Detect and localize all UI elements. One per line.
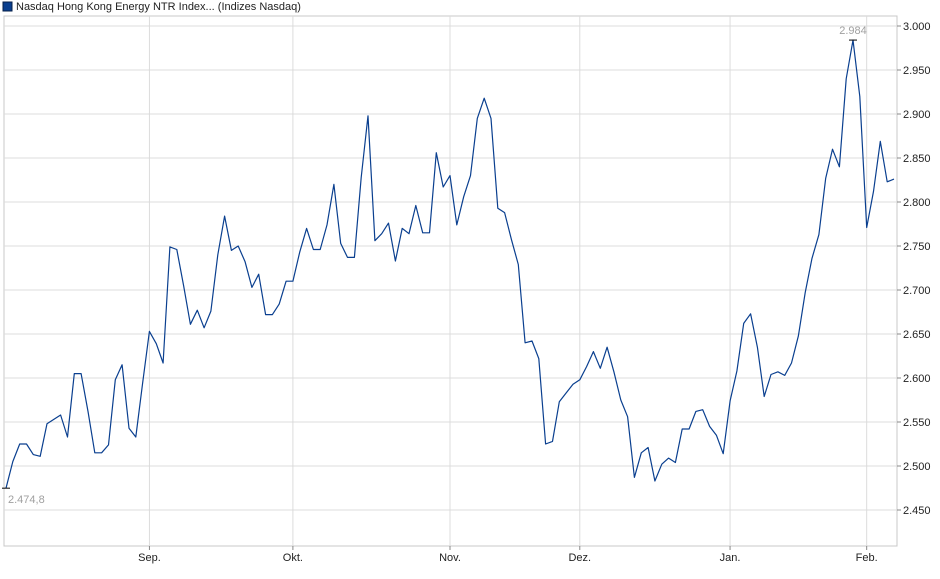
y-tick-label: 2.600: [903, 373, 931, 385]
x-tick-label: Feb.: [856, 552, 878, 564]
series-line: [5, 39, 895, 489]
y-axis: 2.450 2.500 2.550 2.600 2.650 2.700 2.750 2.800…: [897, 21, 931, 517]
legend-swatch: [2, 1, 13, 12]
y-tick-label: 2.700: [903, 285, 931, 297]
y-tick-label: 3.000: [903, 21, 931, 33]
y-tick-label: 2.500: [903, 461, 931, 473]
y-tick-label: 2.550: [903, 417, 931, 429]
annotations: 2.474,8 2.984: [2, 25, 867, 506]
x-tick-label: Nov.: [439, 552, 461, 564]
x-tick-label: Dez.: [568, 552, 591, 564]
x-tick-label: Okt.: [283, 552, 303, 564]
y-tick-label: 2.950: [903, 65, 931, 77]
y-tick-label: 2.650: [903, 329, 931, 341]
y-tick-label: 2.450: [903, 505, 931, 517]
y-tick-label: 2.900: [903, 109, 931, 121]
y-tick-label: 2.750: [903, 241, 931, 253]
series-group: [5, 39, 895, 489]
legend-label: Nasdaq Hong Kong Energy NTR Index... (In…: [16, 1, 301, 13]
grid: [4, 16, 897, 546]
y-tick-label: 2.800: [903, 197, 931, 209]
x-tick-label: Sep.: [138, 552, 161, 564]
legend: Nasdaq Hong Kong Energy NTR Index... (In…: [2, 1, 301, 13]
max-value-label: 2.984: [839, 25, 867, 37]
x-axis: Sep. Okt. Nov. Dez. Jan. Feb.: [138, 546, 878, 564]
x-tick-label: Jan.: [720, 552, 741, 564]
min-value-label: 2.474,8: [8, 494, 45, 506]
y-tick-label: 2.850: [903, 153, 931, 165]
